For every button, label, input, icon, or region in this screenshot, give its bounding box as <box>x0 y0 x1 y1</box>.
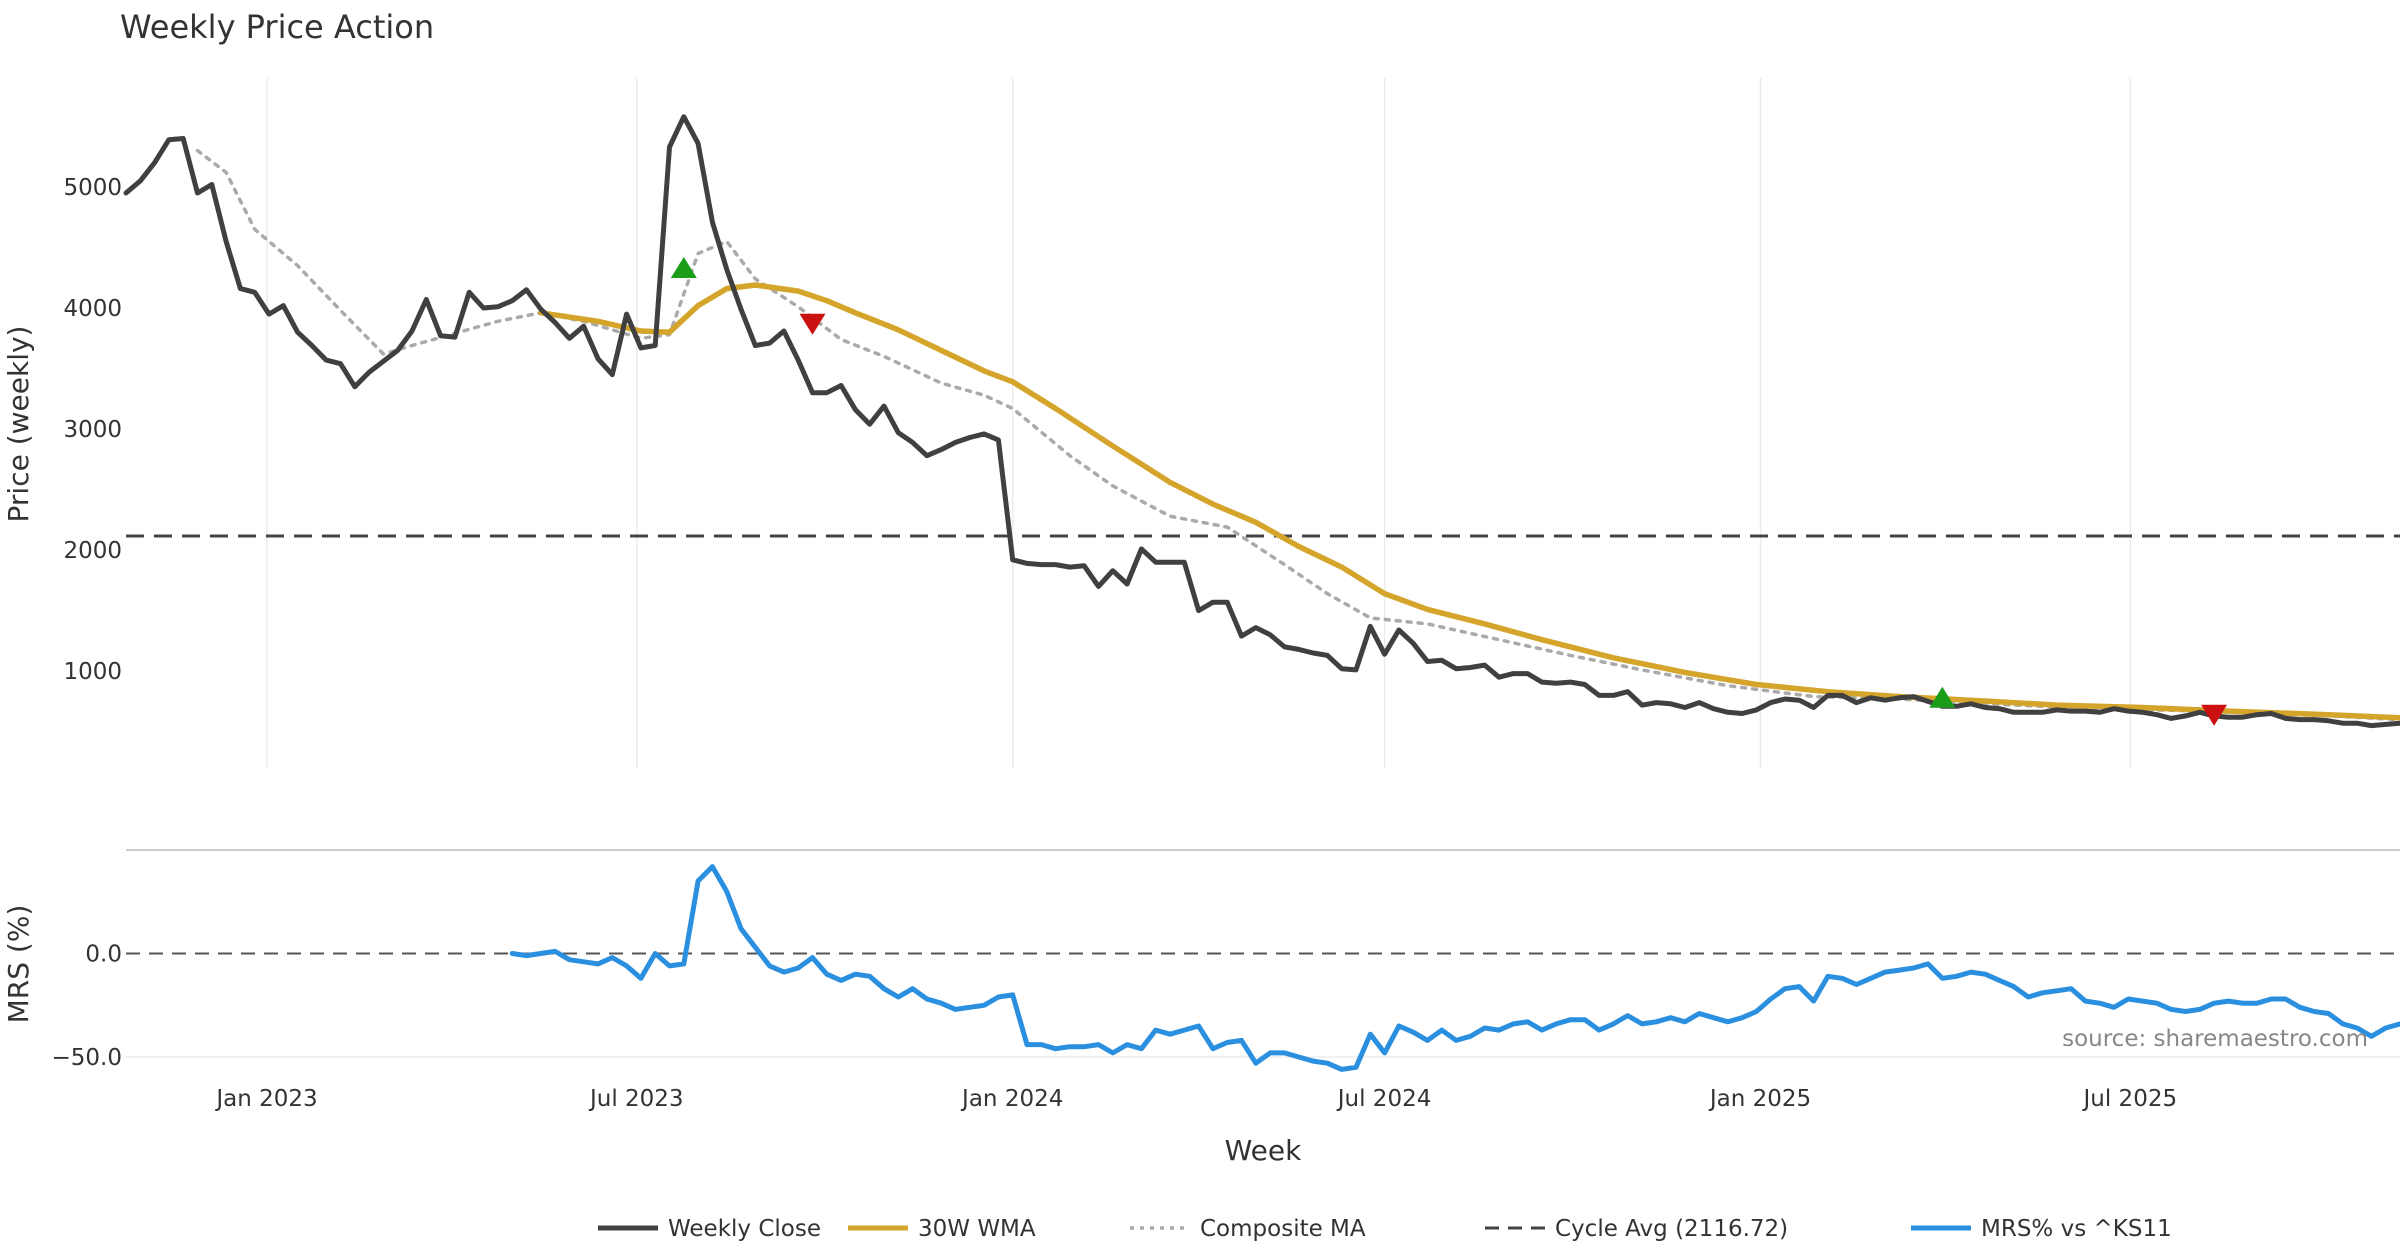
price-y-tick-label: 4000 <box>63 296 122 322</box>
x-tick-label: Jul 2023 <box>588 1086 684 1112</box>
x-tick-label: Jan 2025 <box>1708 1086 1811 1112</box>
x-tick-label: Jul 2025 <box>2082 1086 2178 1112</box>
mrs-y-tick-label: 0.0 <box>85 942 122 968</box>
vertical-gridlines <box>266 78 2132 768</box>
legend-label: 30W WMA <box>918 1216 1036 1242</box>
x-tick-label: Jan 2023 <box>214 1086 317 1112</box>
sell-signal-marker <box>2201 704 2228 726</box>
chart-title: Weekly Price Action <box>120 8 434 46</box>
legend-label: Composite MA <box>1200 1216 1366 1242</box>
price-y-axis-label: Price (weekly) <box>2 326 35 523</box>
price-y-tick-label: 3000 <box>63 417 122 443</box>
mrs-y-axis-label: MRS (%) <box>2 905 35 1024</box>
x-axis-ticks: Jan 2023 Jul 2023 Jan 2024 Jul 2024 Jan 2025… <box>214 1086 2177 1112</box>
signal-markers <box>670 257 2228 726</box>
legend-item: Cycle Avg (2116.72) <box>1485 1216 1788 1242</box>
mrs-y-tick-label: −50.0 <box>52 1045 122 1071</box>
mrs-line <box>509 864 2400 1072</box>
legend: Weekly Close 30W WMA Composite MA Cycle Avg… <box>598 1216 2172 1242</box>
price-y-ticks: 1000 2000 3000 4000 5000 <box>63 175 122 685</box>
x-axis-label: Week <box>1225 1134 1302 1167</box>
legend-label: Weekly Close <box>668 1216 821 1242</box>
buy-signal-marker <box>670 257 697 279</box>
legend-item: Composite MA <box>1130 1216 1366 1242</box>
wma-30w-line <box>538 282 2400 721</box>
sell-signal-marker <box>799 313 826 335</box>
price-y-tick-label: 2000 <box>63 538 122 564</box>
legend-item: MRS% vs ^KS11 <box>1911 1216 2172 1242</box>
mrs-y-ticks: 0.0 −50.0 <box>52 942 122 1072</box>
x-tick-label: Jan 2024 <box>960 1086 1063 1112</box>
price-series <box>123 114 2400 729</box>
buy-signal-marker <box>1929 686 1956 708</box>
source-credit: source: sharemaestro.com <box>2062 1026 2368 1052</box>
x-tick-label: Jul 2024 <box>1336 1086 1432 1112</box>
composite-ma-line <box>195 148 2400 722</box>
mrs-series <box>509 864 2400 1072</box>
legend-label: Cycle Avg (2116.72) <box>1555 1216 1788 1242</box>
legend-label: MRS% vs ^KS11 <box>1981 1216 2172 1242</box>
legend-item: 30W WMA <box>848 1216 1036 1242</box>
weekly-close-line <box>123 114 2400 729</box>
legend-item: Weekly Close <box>598 1216 821 1242</box>
price-y-tick-label: 1000 <box>63 659 122 685</box>
price-y-tick-label: 5000 <box>63 175 122 201</box>
